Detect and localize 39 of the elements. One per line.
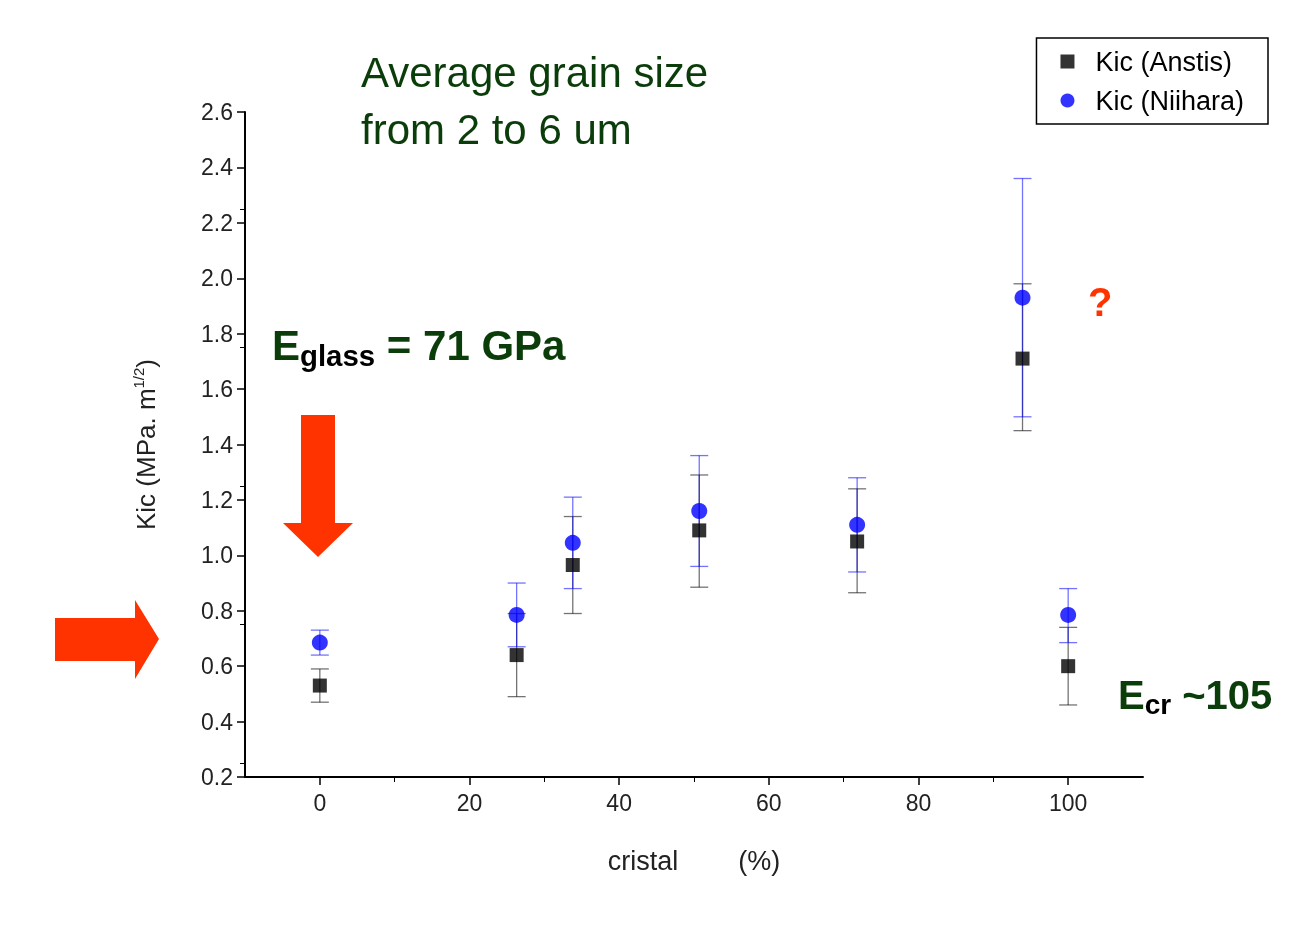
y-tick-label: 2.0 <box>201 265 233 292</box>
y-tick-label: 2.2 <box>201 209 233 236</box>
point <box>564 534 581 551</box>
point <box>1061 659 1076 674</box>
y-tick-label: 1.4 <box>201 431 234 458</box>
y-tick-label: 0.6 <box>201 653 233 680</box>
point <box>311 634 328 651</box>
x-tick-label: 100 <box>1048 789 1088 816</box>
point <box>850 534 865 549</box>
point <box>312 678 327 693</box>
y-tick-label: 1.8 <box>201 320 233 347</box>
y-tick-label: 1.2 <box>201 486 233 513</box>
x-tick-label: 40 <box>606 789 632 816</box>
y-tick-label: 0.2 <box>201 764 233 790</box>
point <box>565 558 580 573</box>
annotation: Average grain size from 2 to 6 um <box>361 49 709 154</box>
point <box>1060 606 1077 623</box>
y-tick-label: 1.0 <box>201 542 233 569</box>
point <box>692 523 707 538</box>
x-tick-label: 0 <box>313 789 327 816</box>
point <box>691 503 708 519</box>
legend-label: Kic (Anstis) <box>1095 46 1232 77</box>
y-axis-title: Kic (MPa. m1/2) <box>130 358 161 531</box>
point <box>1015 351 1030 366</box>
x-tick-label: 20 <box>456 789 483 816</box>
y-tick-label: 2.4 <box>201 154 234 181</box>
x-axis-title: cristal (%) <box>607 845 781 876</box>
annotation: ? <box>1088 280 1113 324</box>
point <box>508 606 525 623</box>
y-tick-label: 2.6 <box>201 99 233 125</box>
legend-label: Kic (Niihara) <box>1095 85 1244 116</box>
point <box>1014 289 1031 306</box>
point <box>849 516 866 533</box>
point <box>509 648 524 663</box>
y-tick-label: 0.8 <box>201 597 233 624</box>
x-tick-label: 80 <box>905 789 932 816</box>
y-tick-label: 1.6 <box>201 376 233 403</box>
x-tick-label: 60 <box>756 789 782 816</box>
y-tick-label: 0.4 <box>201 708 234 735</box>
